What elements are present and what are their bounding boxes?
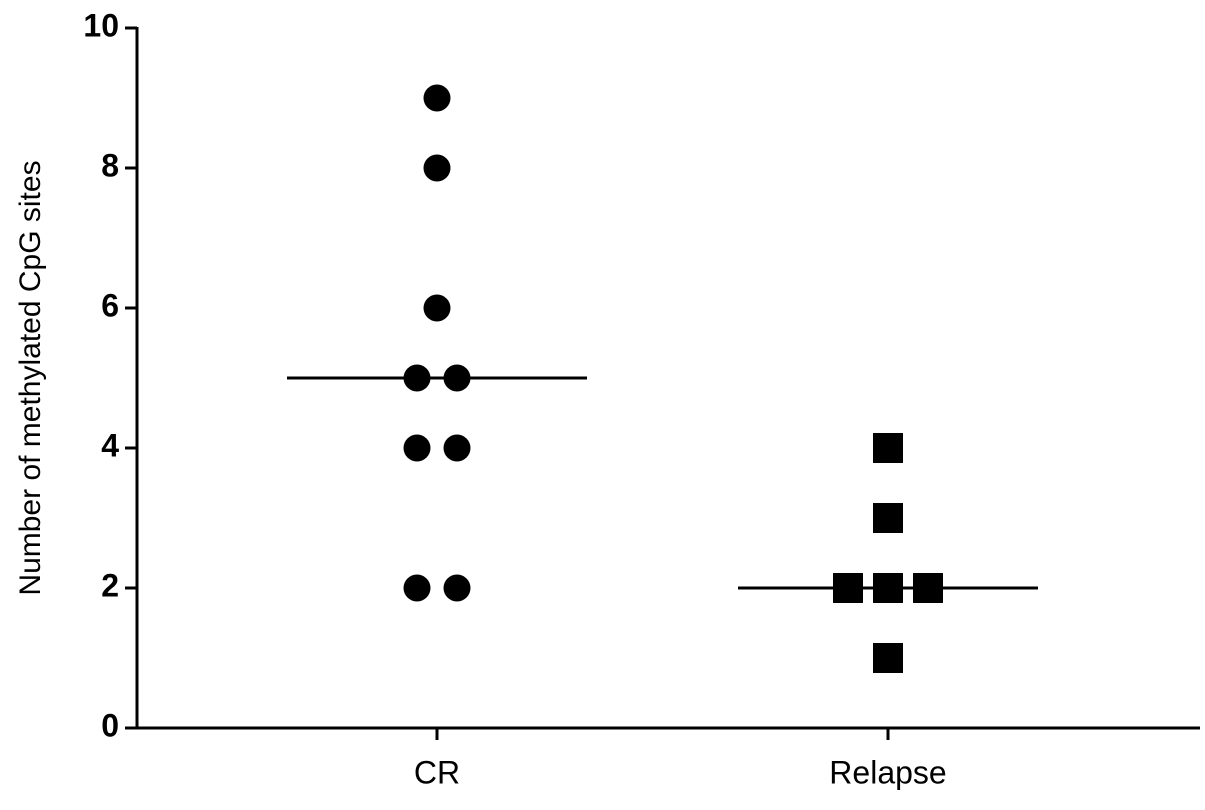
point <box>443 574 471 602</box>
point <box>873 643 903 673</box>
point <box>403 574 431 602</box>
y-tick-label: 0 <box>101 707 119 743</box>
point <box>423 294 451 322</box>
point <box>443 434 471 462</box>
y-tick-label: 10 <box>83 7 119 43</box>
y-tick-label: 4 <box>101 427 119 463</box>
y-axis-label: Number of methylated CpG sites <box>14 160 47 595</box>
y-tick-label: 2 <box>101 567 119 603</box>
point <box>873 503 903 533</box>
point <box>423 84 451 112</box>
x-tick-label: Relapse <box>829 754 946 790</box>
y-tick-label: 6 <box>101 287 119 323</box>
y-tick-label: 8 <box>101 147 119 183</box>
point <box>423 154 451 182</box>
x-tick-label: CR <box>414 754 460 790</box>
point <box>873 433 903 463</box>
point <box>403 434 431 462</box>
